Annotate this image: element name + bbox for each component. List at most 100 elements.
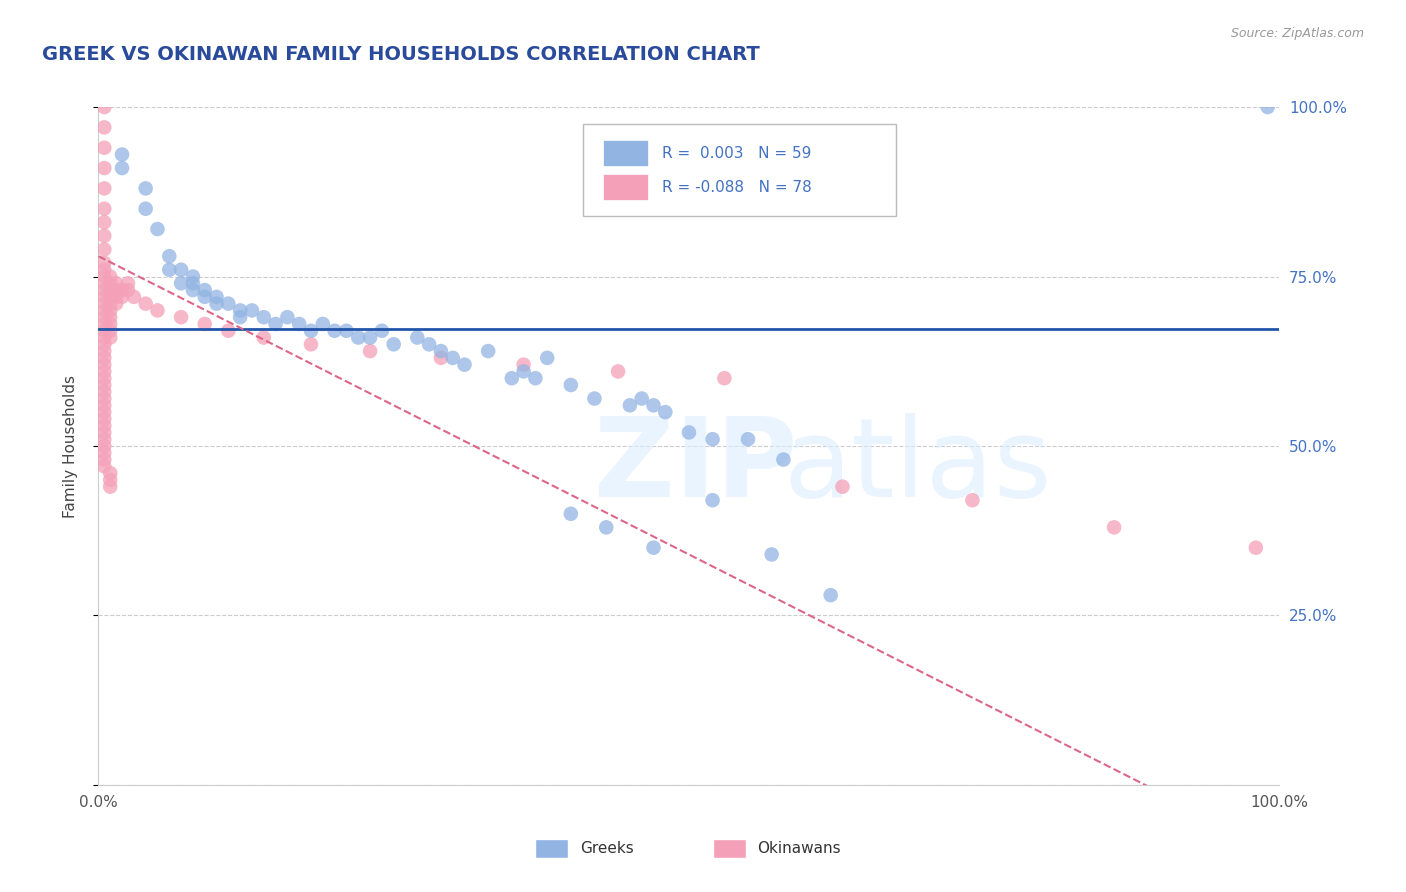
Point <box>1244 541 1267 555</box>
Point <box>654 405 676 419</box>
Point <box>93 296 115 310</box>
Point <box>93 181 115 195</box>
Point <box>93 303 115 318</box>
Point <box>98 317 121 331</box>
Point <box>105 296 128 310</box>
Point <box>93 425 115 440</box>
Point <box>111 161 134 175</box>
Point <box>93 262 115 277</box>
FancyBboxPatch shape <box>582 124 896 216</box>
Point <box>93 161 115 175</box>
Point <box>181 283 204 297</box>
Point <box>93 317 115 331</box>
Point <box>512 358 534 372</box>
Point <box>93 432 115 446</box>
Point <box>1257 100 1279 114</box>
Text: R = -0.088   N = 78: R = -0.088 N = 78 <box>662 179 811 194</box>
Point <box>194 283 217 297</box>
Point <box>831 480 853 494</box>
Point <box>205 296 228 310</box>
Point <box>583 392 606 406</box>
Point <box>93 228 115 243</box>
Point <box>205 290 228 304</box>
Point <box>98 269 121 284</box>
Point <box>93 364 115 378</box>
Point <box>93 412 115 426</box>
Point <box>93 344 115 359</box>
Text: Okinawans: Okinawans <box>758 841 841 856</box>
Point <box>264 317 287 331</box>
Point <box>737 432 759 446</box>
FancyBboxPatch shape <box>603 140 648 166</box>
Point <box>240 303 263 318</box>
Point <box>181 277 204 291</box>
Point <box>93 310 115 325</box>
Point <box>93 256 115 270</box>
Point <box>217 324 239 338</box>
Point <box>406 330 429 344</box>
Point <box>93 418 115 433</box>
Text: R =  0.003   N = 59: R = 0.003 N = 59 <box>662 145 811 161</box>
Point <box>820 588 842 602</box>
Point <box>93 330 115 344</box>
Point <box>371 324 394 338</box>
Point <box>98 310 121 325</box>
Point <box>229 310 252 325</box>
Point <box>93 405 115 419</box>
Point <box>98 283 121 297</box>
Point <box>702 493 724 508</box>
Y-axis label: Family Households: Family Households <box>63 375 77 517</box>
Point <box>170 277 193 291</box>
FancyBboxPatch shape <box>603 174 648 200</box>
Point <box>93 290 115 304</box>
Point <box>98 480 121 494</box>
Point <box>382 337 405 351</box>
Point <box>229 303 252 318</box>
Point <box>146 222 169 236</box>
Point <box>253 330 276 344</box>
Point <box>98 290 121 304</box>
Point <box>93 392 115 406</box>
Point <box>418 337 440 351</box>
Point <box>122 290 145 304</box>
Point <box>501 371 523 385</box>
Point <box>93 120 115 135</box>
Text: Greeks: Greeks <box>581 841 634 856</box>
Text: GREEK VS OKINAWAN FAMILY HOUSEHOLDS CORRELATION CHART: GREEK VS OKINAWAN FAMILY HOUSEHOLDS CORR… <box>42 45 759 63</box>
Point <box>98 303 121 318</box>
Point <box>299 324 322 338</box>
Point <box>93 384 115 399</box>
Point <box>194 290 217 304</box>
FancyBboxPatch shape <box>536 839 568 858</box>
Point <box>430 344 453 359</box>
Point <box>117 283 139 297</box>
Point <box>157 262 180 277</box>
Point <box>607 364 630 378</box>
Point <box>453 358 475 372</box>
Point <box>93 446 115 460</box>
Point <box>93 277 115 291</box>
Point <box>105 290 128 304</box>
Point <box>678 425 700 440</box>
Point <box>560 507 582 521</box>
Point <box>93 202 115 216</box>
Point <box>359 344 381 359</box>
Point <box>430 351 453 365</box>
Point <box>170 262 193 277</box>
Point <box>560 378 582 392</box>
Point <box>619 398 641 412</box>
Point <box>93 371 115 385</box>
Point <box>93 398 115 412</box>
Point <box>335 324 357 338</box>
Point <box>181 269 204 284</box>
Point <box>288 317 311 331</box>
Point <box>93 215 115 229</box>
Point <box>93 378 115 392</box>
Point <box>643 398 665 412</box>
Point <box>512 364 534 378</box>
Point <box>157 249 180 263</box>
Point <box>93 351 115 365</box>
Point <box>98 473 121 487</box>
Point <box>135 296 157 310</box>
Point <box>524 371 547 385</box>
